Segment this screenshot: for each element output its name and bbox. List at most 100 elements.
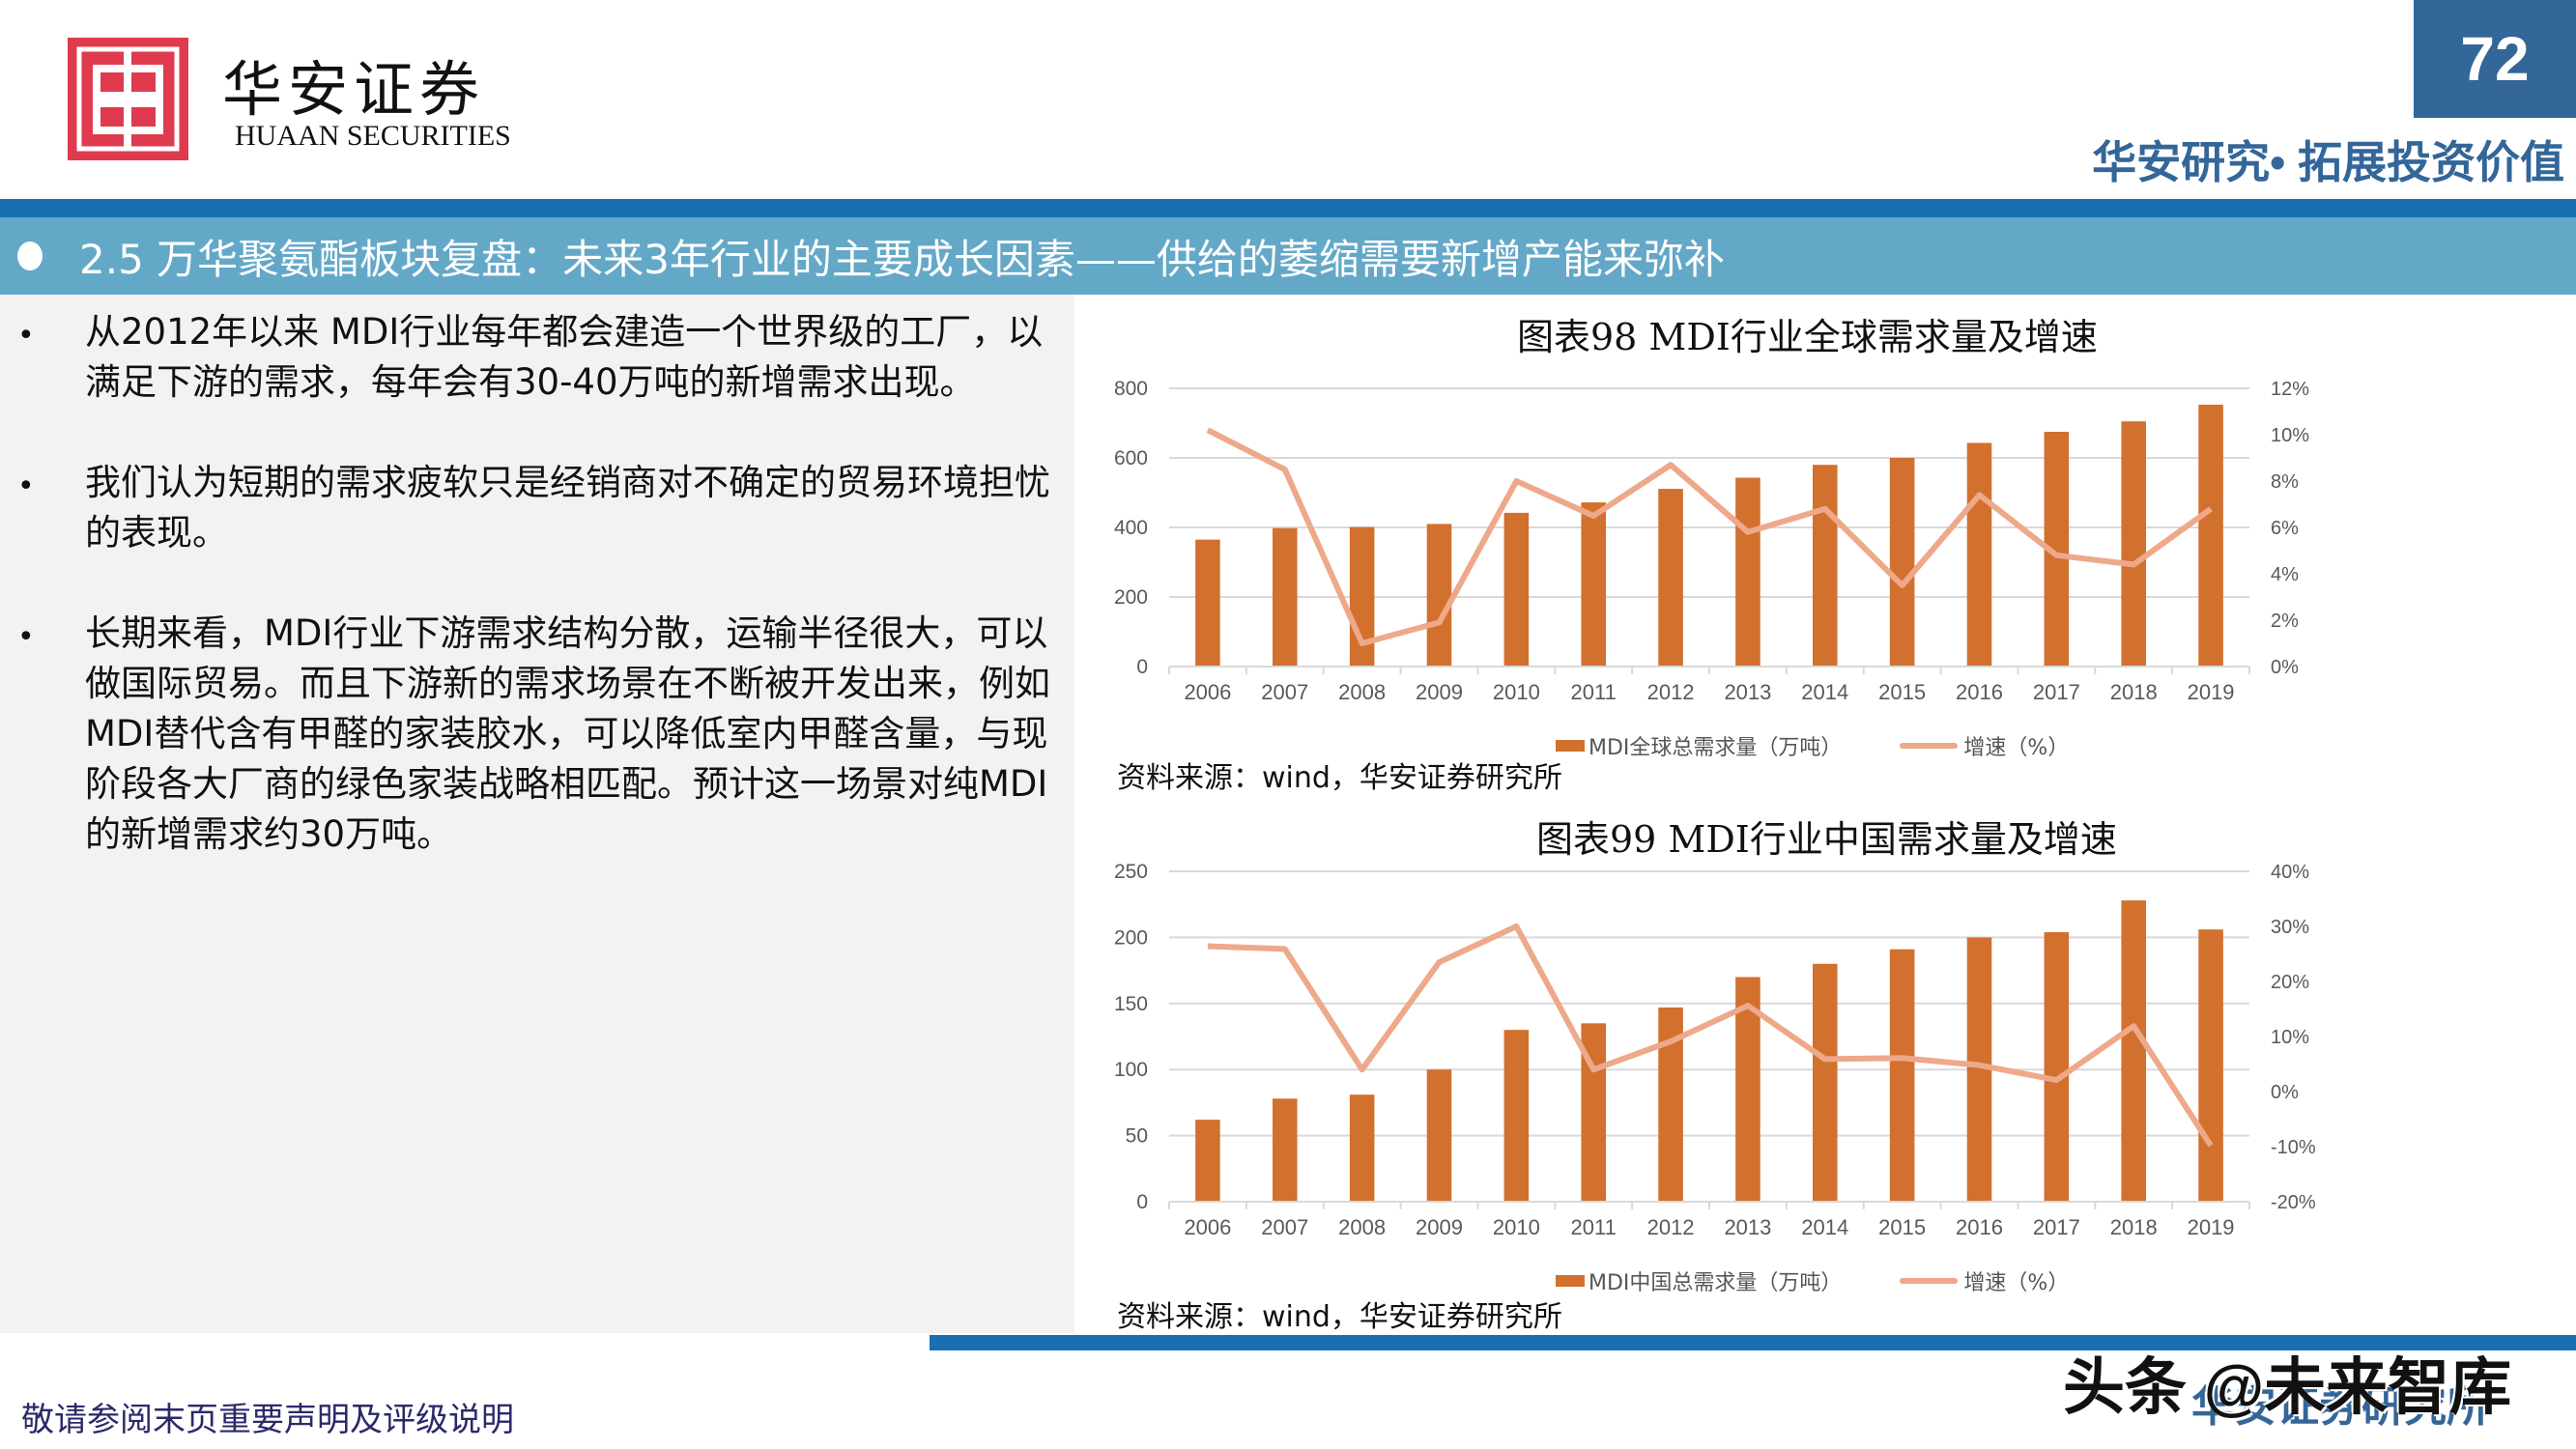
bar	[2198, 929, 2223, 1202]
header-divider	[0, 199, 2576, 217]
legend-line-label: 增速（%）	[1963, 1271, 2070, 1295]
x-axis-label: 2010	[1493, 1215, 1540, 1239]
x-axis-label: 2018	[2110, 1215, 2158, 1239]
left-axis-tick: 800	[1114, 378, 1148, 400]
bar	[1426, 1069, 1452, 1202]
bar	[1426, 524, 1452, 667]
watermark: 头条 @未来智库	[2063, 1352, 2512, 1422]
page-number: 72	[2414, 0, 2576, 118]
bar	[1813, 465, 1838, 667]
bar	[1889, 458, 1915, 667]
chart1-title: 图表98 MDI行业全球需求量及增速	[1517, 316, 2098, 358]
x-axis-label: 2011	[1571, 1215, 1617, 1239]
bar	[2121, 421, 2146, 667]
bar	[1581, 502, 1606, 667]
x-axis-label: 2009	[1416, 1215, 1463, 1239]
bar	[2198, 404, 2223, 667]
bar	[1503, 512, 1530, 667]
footer-org: 华安证券研究所	[2191, 1383, 2489, 1431]
x-axis-label: 2010	[1493, 680, 1540, 704]
bar	[2121, 900, 2146, 1202]
x-axis-label: 2014	[1801, 680, 1848, 704]
left-axis-tick: 150	[1114, 993, 1148, 1015]
logo-text-cn: 华安证券	[222, 54, 486, 125]
right-axis-tick: 4%	[2271, 564, 2299, 585]
right-axis-tick: 40%	[2271, 862, 2309, 883]
right-axis-tick: 0%	[2271, 1082, 2299, 1103]
right-axis-tick: 10%	[2271, 425, 2309, 446]
chart1-plot: 0 200 400 600 800 0% 2% 4% 6% 8% 10% 12% 2006 2007 200…	[1114, 378, 2309, 704]
left-axis-tick: 50	[1126, 1125, 1148, 1148]
footer-divider	[930, 1335, 2576, 1350]
chart2-legend: MDI中国总需求量（万吨） 增速（%）	[1556, 1265, 2069, 1296]
legend-bar-swatch-icon	[1556, 740, 1585, 752]
legend-line-swatch-icon	[1900, 1278, 1959, 1284]
bullet-text: 从2012年以来 MDI行业每年都会建造一个世界级的工厂，以满足下游的需求，每年…	[85, 311, 1044, 403]
left-axis-tick: 200	[1114, 926, 1148, 949]
section-title-bar: 2.5 万华聚氨酯板块复盘：未来3年行业的主要成长因素——供给的萎缩需要新增产能…	[0, 217, 2576, 295]
left-axis-tick: 250	[1114, 861, 1148, 883]
chart1-source: 资料来源：wind，华安证券研究所	[1117, 761, 1562, 795]
x-axis-label: 2013	[1724, 1215, 1771, 1239]
legend-bar-label: MDI中国总需求量（万吨）	[1589, 1271, 1843, 1295]
bar	[1195, 1120, 1220, 1202]
bullet-mark: •	[17, 620, 35, 654]
x-axis-label: 2007	[1261, 1215, 1308, 1239]
left-axis-tick: 100	[1114, 1059, 1148, 1081]
left-axis-tick: 600	[1114, 447, 1148, 469]
legend-bar-swatch-icon	[1556, 1275, 1585, 1287]
chart2-source: 资料来源：wind，华安证券研究所	[1117, 1300, 1562, 1334]
legend-bar-label: MDI全球总需求量（万吨）	[1589, 736, 1843, 760]
chart2-plot: 0 50 100 150 200 250 -20% -10% 0% 10% 20% 30% 40% 200…	[1114, 861, 2316, 1239]
right-axis-tick: 2%	[2271, 611, 2299, 632]
x-axis-label: 2018	[2110, 680, 2158, 704]
bar	[1349, 1094, 1375, 1202]
bar	[1966, 442, 1992, 667]
x-axis-label: 2006	[1184, 1215, 1231, 1239]
logo-knot-icon	[76, 46, 180, 152]
legend-line-label: 增速（%）	[1963, 736, 2070, 760]
x-axis-label: 2017	[2033, 680, 2080, 704]
bar	[1273, 527, 1298, 667]
x-axis-label: 2015	[1878, 1215, 1926, 1239]
x-axis-label: 2008	[1338, 1215, 1386, 1239]
bullet-dot-icon	[17, 242, 43, 270]
bar	[1658, 489, 1683, 667]
left-axis-tick: 400	[1114, 517, 1148, 539]
left-axis-tick: 200	[1114, 586, 1148, 609]
x-axis-label: 2016	[1956, 1215, 2003, 1239]
bullet-list: • 从2012年以来 MDI行业每年都会建造一个世界级的工厂，以满足下游的需求，…	[17, 307, 1061, 910]
x-axis-label: 2014	[1801, 1215, 1848, 1239]
bullet-item: • 我们认为短期的需求疲软只是经销商对不确定的贸易环境担忧的表现。	[17, 458, 1061, 558]
chart1-legend: MDI全球总需求量（万吨） 增速（%）	[1556, 730, 2069, 761]
x-axis-label: 2012	[1647, 680, 1695, 704]
bullet-text: 长期来看，MDI行业下游需求结构分散，运输半径很大，可以做国际贸易。而且下游新的…	[85, 612, 1050, 855]
x-axis-label: 2017	[2033, 1215, 2080, 1239]
x-axis-label: 2019	[2188, 1215, 2235, 1239]
x-axis-label: 2007	[1261, 680, 1308, 704]
right-axis-tick: -10%	[2271, 1137, 2316, 1158]
legend-line-swatch-icon	[1900, 743, 1959, 749]
right-axis-tick: 20%	[2271, 972, 2309, 993]
x-axis-label: 2008	[1338, 680, 1386, 704]
bar	[1195, 539, 1220, 667]
disclaimer-link[interactable]: 敬请参阅末页重要声明及评级说明	[21, 1401, 514, 1439]
text-panel	[0, 295, 1074, 1333]
right-axis-tick: 12%	[2271, 379, 2309, 400]
x-axis-label: 2016	[1956, 680, 2003, 704]
x-axis-label: 2019	[2188, 680, 2235, 704]
right-axis-tick: -20%	[2271, 1192, 2316, 1213]
bar	[1503, 1030, 1530, 1202]
right-axis-tick: 8%	[2271, 471, 2299, 493]
right-axis-tick: 30%	[2271, 917, 2309, 938]
right-axis-tick: 10%	[2271, 1027, 2309, 1048]
tagline: 华安研究• 拓展投资价值	[2092, 137, 2564, 187]
x-axis-label: 2012	[1647, 1215, 1695, 1239]
x-axis-label: 2015	[1878, 680, 1926, 704]
logo-text-en: HUAAN SECURITIES	[235, 120, 511, 152]
bar	[1813, 963, 1838, 1202]
x-axis-label: 2011	[1571, 680, 1617, 704]
left-axis-tick: 0	[1136, 656, 1148, 678]
bullet-text: 我们认为短期的需求疲软只是经销商对不确定的贸易环境担忧的表现。	[85, 462, 1050, 554]
right-axis-tick: 0%	[2271, 657, 2299, 678]
